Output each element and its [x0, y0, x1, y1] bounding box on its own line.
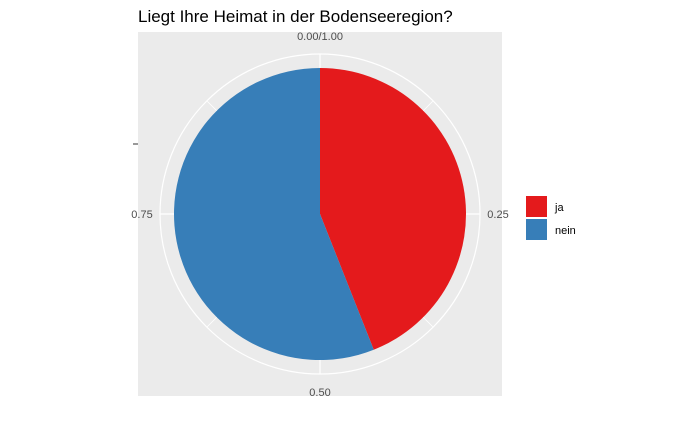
chart-title: Liegt Ihre Heimat in der Bodenseeregion?	[138, 7, 453, 26]
tick-label: 0.50	[309, 387, 330, 399]
pie-slice-ja	[320, 68, 467, 350]
legend-label-nein: nein	[555, 225, 576, 237]
tick-label: 0.75	[131, 209, 152, 221]
legend-key-ja	[526, 196, 547, 217]
legend: ja nein	[526, 196, 576, 240]
tick-label: 0.00/1.00	[297, 31, 343, 43]
tick-label: 0.25	[487, 209, 508, 221]
pie-slices	[174, 68, 467, 360]
legend-key-nein	[526, 219, 547, 240]
legend-label-ja: ja	[554, 202, 564, 214]
pie-slice-nein	[174, 68, 374, 360]
angle-tick-labels: 0.00/1.00 0.25 0.50 0.75	[131, 31, 508, 399]
